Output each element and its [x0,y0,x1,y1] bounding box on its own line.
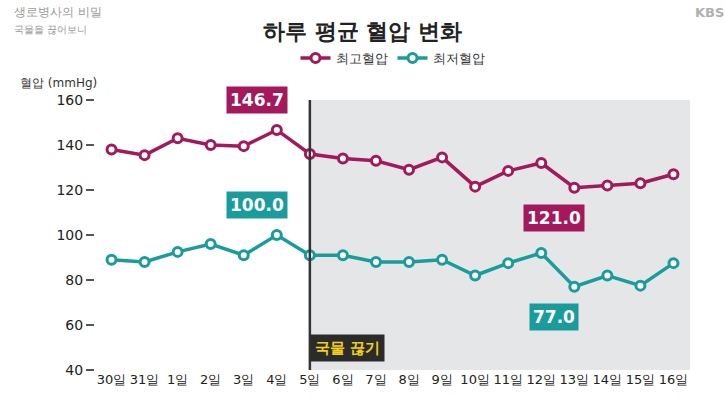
svg-text:3일: 3일 [233,372,254,387]
svg-text:146.7: 146.7 [230,90,284,110]
svg-text:KBS: KBS [695,5,724,20]
svg-text:6일: 6일 [332,372,353,387]
svg-text:국물 끊기: 국물 끊기 [315,339,380,357]
svg-text:14일: 14일 [593,372,623,387]
svg-text:60: 60 [65,317,83,333]
svg-text:30일: 30일 [97,372,127,387]
svg-text:최저혈압: 최저혈압 [433,51,485,66]
svg-text:100: 100 [56,227,83,243]
svg-text:최고혈압: 최고혈압 [336,51,388,66]
svg-text:7일: 7일 [365,372,386,387]
svg-text:80: 80 [65,272,83,288]
svg-text:120: 120 [56,182,83,198]
svg-text:31일: 31일 [130,372,160,387]
svg-text:40: 40 [65,362,83,378]
svg-text:12일: 12일 [526,372,556,387]
svg-text:160: 160 [56,92,83,108]
svg-text:8일: 8일 [398,372,419,387]
svg-text:4일: 4일 [266,372,287,387]
svg-text:140: 140 [56,137,83,153]
svg-text:11일: 11일 [493,372,523,387]
svg-text:121.0: 121.0 [527,208,581,228]
svg-text:10일: 10일 [460,372,490,387]
svg-text:15일: 15일 [626,372,656,387]
svg-text:100.0: 100.0 [230,195,284,215]
svg-text:5일: 5일 [299,372,320,387]
svg-text:하루 평균 혈압 변화: 하루 평균 혈압 변화 [263,19,462,44]
svg-text:77.0: 77.0 [533,307,575,327]
svg-text:16일: 16일 [659,372,689,387]
svg-text:국물을 끊어보니: 국물을 끊어보니 [14,24,87,35]
svg-text:1일: 1일 [167,372,188,387]
svg-text:9일: 9일 [431,372,452,387]
svg-text:13일: 13일 [560,372,590,387]
svg-text:2일: 2일 [200,372,221,387]
svg-text:혈압 (mmHg): 혈압 (mmHg) [20,76,97,90]
svg-text:생로병사의 비밀: 생로병사의 비밀 [14,5,102,19]
